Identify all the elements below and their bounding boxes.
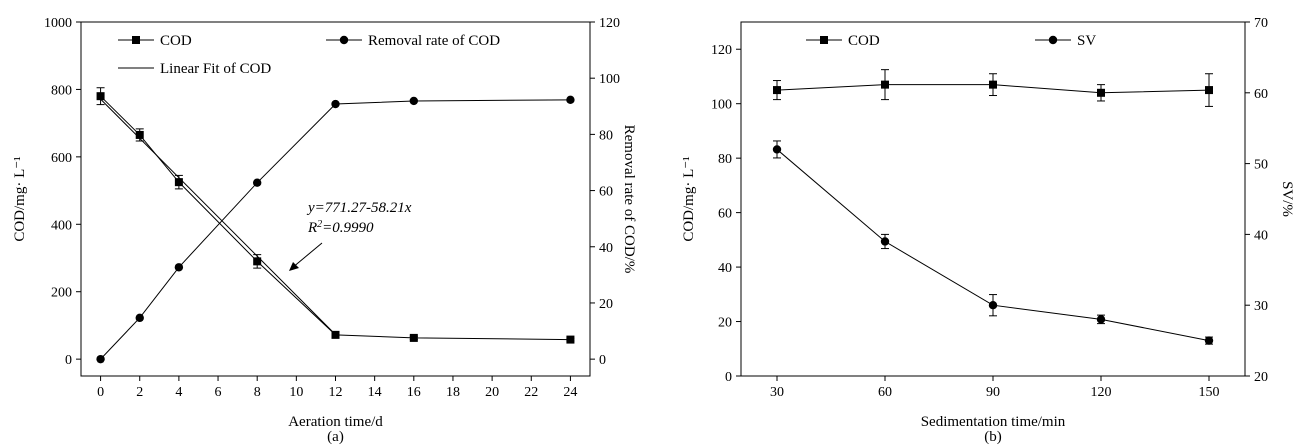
y-right-tick-label: 60: [599, 185, 613, 200]
removal-rate-of-cod-point: [174, 263, 184, 272]
cod-point: [409, 333, 418, 342]
sv-point: [772, 145, 782, 154]
removal-rate-of-cod-point: [409, 96, 419, 106]
x-tick-label: 10: [289, 385, 303, 400]
y-right-axis-label: SV/%: [1279, 181, 1293, 217]
panel-label: (b): [984, 429, 1002, 445]
x-tick-label: 4: [175, 385, 182, 400]
plot-frame: [80, 21, 591, 377]
y-right-tick-label: 60: [1254, 87, 1268, 102]
sv-point: [1096, 315, 1106, 324]
y-left-tick-label: 80: [718, 152, 732, 167]
y-left-tick-label: 60: [718, 207, 732, 222]
x-tick-label: 6: [215, 385, 222, 400]
x-axis-label: Sedimentation time/min: [921, 414, 1066, 430]
cod-point: [773, 86, 781, 95]
removal-rate-of-cod-point: [331, 99, 340, 109]
chart-panel-b: 30 60 90 120 150 0 20 40 60 80 100 120 20 30 40 50 60 70 S…: [681, 16, 1293, 445]
y-left-tick-label: 600: [51, 151, 72, 166]
y-left-axis-label: COD/mg· L⁻¹: [681, 156, 697, 241]
y-right-tick-label: 100: [599, 72, 620, 87]
legend-label: Removal rate of COD: [368, 33, 500, 49]
y-left-tick-label: 120: [711, 43, 732, 58]
x-tick-label: 150: [1199, 385, 1220, 400]
chart-panel-a: 0 2 4 6 8 10 12 14 16 18 20 22 240200400600800100002…: [12, 16, 637, 445]
sv-point: [988, 301, 998, 310]
y-right-tick-label: 80: [599, 128, 613, 143]
y-right-axis-label: Removal rate of COD/%: [621, 125, 637, 274]
annotation-arrow-line: [291, 242, 323, 269]
cod-point: [1205, 86, 1213, 95]
legend-label: COD: [848, 33, 880, 49]
y-right-tick-label: 70: [1254, 16, 1268, 31]
y-right-tick-label: 120: [599, 16, 620, 31]
cod-point: [96, 92, 105, 101]
y-left-tick-label: 40: [718, 261, 732, 276]
x-tick-label: 0: [97, 385, 104, 400]
linear-fit-of-cod-line: [100, 98, 336, 335]
x-tick-label: 120: [1091, 385, 1112, 400]
y-right-tick-label: 30: [1254, 299, 1268, 314]
y-left-tick-label: 200: [51, 286, 72, 301]
y-right-tick-label: 0: [599, 353, 606, 368]
y-left-axis-label: COD/mg· L⁻¹: [12, 156, 28, 241]
y-right-tick-label: 40: [1254, 228, 1268, 243]
removal-rate-of-cod-point: [252, 178, 262, 187]
y-right-tick-label: 50: [1254, 158, 1268, 173]
x-tick-label: 90: [986, 385, 1000, 400]
x-tick-label: 24: [563, 385, 577, 400]
y-left-tick-label: 100: [711, 98, 732, 113]
legend-label: SV: [1077, 33, 1096, 49]
y-left-tick-label: 800: [51, 83, 72, 98]
cod-point: [989, 80, 997, 89]
x-tick-label: 60: [878, 385, 892, 400]
x-tick-label: 14: [368, 385, 382, 400]
y-left-tick-label: 20: [718, 316, 732, 331]
legend-marker: [132, 36, 140, 44]
cod-point: [881, 80, 889, 89]
cod-point: [135, 130, 144, 139]
sv-point: [1204, 336, 1214, 345]
removal-rate-of-cod-point: [135, 313, 144, 323]
legend-marker: [339, 35, 349, 45]
x-axis-label: Aeration time/d: [288, 414, 383, 430]
sv-point: [880, 237, 890, 246]
y-left-tick-label: 0: [65, 353, 72, 368]
y-left-tick-label: 1000: [44, 16, 72, 31]
x-tick-label: 20: [485, 385, 499, 400]
cod-point: [253, 257, 262, 266]
fit-r-squared: R2=0.9990: [307, 219, 374, 237]
cod-point: [1097, 88, 1105, 97]
y-right-tick-label: 40: [599, 241, 613, 256]
legend-label: Linear Fit of COD: [160, 61, 271, 77]
y-right-tick-label: 20: [599, 297, 613, 312]
y-left-tick-label: 0: [725, 370, 732, 385]
cod-point: [331, 330, 340, 339]
legend-marker: [1048, 35, 1058, 45]
removal-rate-of-cod-point: [566, 95, 575, 105]
x-tick-label: 2: [136, 385, 143, 400]
cod-point: [174, 178, 183, 187]
y-right-tick-label: 20: [1254, 370, 1268, 385]
fit-equation: y=771.27-58.21x: [306, 200, 412, 216]
annotation-arrow-head: [289, 262, 299, 271]
x-tick-label: 22: [524, 385, 538, 400]
x-tick-label: 8: [254, 385, 261, 400]
legend-marker: [820, 36, 828, 44]
x-tick-label: 18: [446, 385, 460, 400]
x-tick-label: 30: [770, 385, 784, 400]
panel-label: (a): [327, 429, 344, 445]
legend-label: COD: [160, 33, 192, 49]
cod-line: [100, 95, 571, 341]
cod-point: [566, 335, 575, 344]
x-tick-label: 12: [329, 385, 343, 400]
removal-rate-of-cod-point: [96, 354, 105, 364]
y-left-tick-label: 400: [51, 218, 72, 233]
x-tick-label: 16: [407, 385, 421, 400]
